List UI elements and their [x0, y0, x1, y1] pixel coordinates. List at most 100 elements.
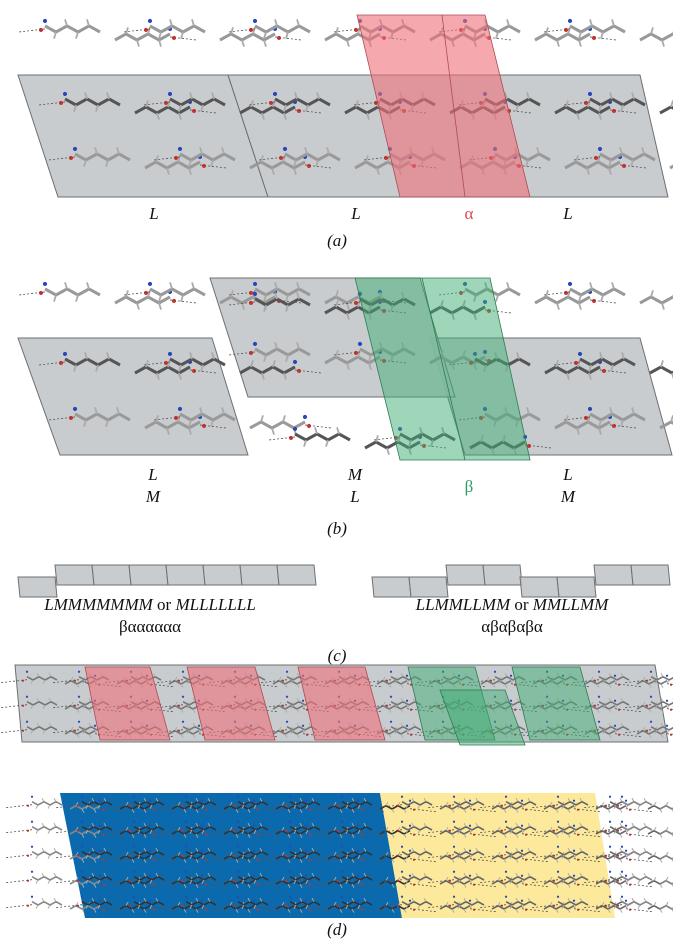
nitrogen	[625, 850, 627, 852]
hydrogen	[36, 855, 38, 859]
hydrogen	[666, 902, 668, 906]
nitrogen	[182, 721, 184, 723]
nitrogen	[133, 796, 135, 798]
nitrogen	[469, 800, 471, 802]
hydrogen	[126, 27, 128, 34]
hydrogen	[264, 40, 266, 47]
nitrogen	[185, 796, 187, 798]
nitrogen	[303, 415, 307, 419]
nitrogen	[409, 800, 411, 802]
molecule-chain	[660, 881, 673, 884]
hydrogen	[654, 852, 656, 856]
hydrogen	[54, 848, 56, 852]
hydrogen	[661, 360, 663, 367]
hydrogen	[590, 282, 592, 289]
nitrogen	[99, 875, 101, 877]
nitrogen	[588, 407, 592, 411]
hydrogen	[638, 880, 640, 884]
beta-region	[355, 278, 530, 460]
hydrogen	[632, 898, 634, 902]
nitrogen	[557, 821, 559, 823]
nitrogen	[588, 92, 592, 96]
nitrogen	[149, 800, 151, 802]
nitrogen	[625, 900, 627, 902]
nitrogen	[578, 352, 582, 356]
nitrogen	[357, 850, 359, 852]
hydrogen	[36, 880, 38, 884]
molecule-chain	[650, 367, 673, 373]
nitrogen	[609, 796, 611, 798]
sequence: LMMMMMMM	[43, 595, 153, 614]
nitrogen	[406, 725, 408, 727]
nitrogen	[625, 875, 627, 877]
nitrogen	[573, 850, 575, 852]
nitrogen	[469, 825, 471, 827]
hydrogen	[620, 809, 622, 813]
layer-label: L	[147, 465, 157, 484]
nitrogen	[31, 821, 33, 823]
nitrogen	[650, 696, 652, 698]
molecule-chain	[570, 289, 625, 295]
molecule-chain	[570, 26, 625, 32]
hydrogen	[632, 798, 634, 802]
molecule-chain	[32, 827, 62, 830]
nitrogen	[253, 800, 255, 802]
sequence-text: LMMMMMMM or MLLLLLLL	[43, 595, 256, 614]
hydrogen	[612, 19, 614, 26]
nitrogen	[505, 896, 507, 898]
hydrogen	[42, 823, 44, 827]
hydrogen	[667, 705, 669, 709]
nitrogen	[341, 871, 343, 873]
nitrogen	[253, 900, 255, 902]
nitrogen	[453, 796, 455, 798]
nitrogen	[401, 796, 403, 798]
nitrogen	[289, 846, 291, 848]
hydrogen	[297, 19, 299, 26]
nitrogen	[609, 896, 611, 898]
hydrogen	[644, 848, 646, 852]
hydrogen	[337, 427, 339, 434]
hydrogen	[126, 290, 128, 297]
nitrogen	[201, 900, 203, 902]
nitrogen	[453, 896, 455, 898]
nitrogen	[302, 700, 304, 702]
panel-caption: (c)	[328, 646, 347, 665]
nitrogen	[666, 700, 668, 702]
hydrogen	[36, 805, 38, 809]
nitrogen	[273, 92, 277, 96]
stack-block	[240, 565, 279, 585]
hydrogen	[48, 855, 50, 859]
nitrogen	[621, 821, 623, 823]
nitrogen	[289, 871, 291, 873]
nitrogen	[453, 821, 455, 823]
stack-block	[55, 565, 94, 585]
hydrogen	[137, 40, 139, 47]
nitrogen	[390, 696, 392, 698]
nitrogen	[201, 800, 203, 802]
hydrogen	[181, 295, 183, 302]
stack-block	[166, 565, 205, 585]
hydrogen	[638, 830, 640, 834]
sequence: LLMMLLMM	[415, 595, 511, 614]
nitrogen	[81, 796, 83, 798]
nitrogen	[94, 725, 96, 727]
nitrogen	[149, 825, 151, 827]
nitrogen	[99, 900, 101, 902]
layer-label: L	[562, 465, 572, 484]
nitrogen	[453, 871, 455, 873]
hydrogen	[626, 830, 628, 834]
molecule-chain	[32, 877, 62, 880]
hydrogen	[568, 27, 570, 34]
hydrogen	[286, 32, 288, 39]
nitrogen	[237, 846, 239, 848]
hydrogen	[667, 680, 669, 684]
hydrogen	[632, 848, 634, 852]
stack-block	[594, 565, 633, 585]
hydrogen	[170, 19, 172, 26]
nitrogen	[494, 671, 496, 673]
molecule-chain	[250, 422, 305, 428]
nitrogen	[286, 721, 288, 723]
hydrogen	[601, 32, 603, 39]
hydrogen	[54, 873, 56, 877]
nitrogen	[201, 875, 203, 877]
